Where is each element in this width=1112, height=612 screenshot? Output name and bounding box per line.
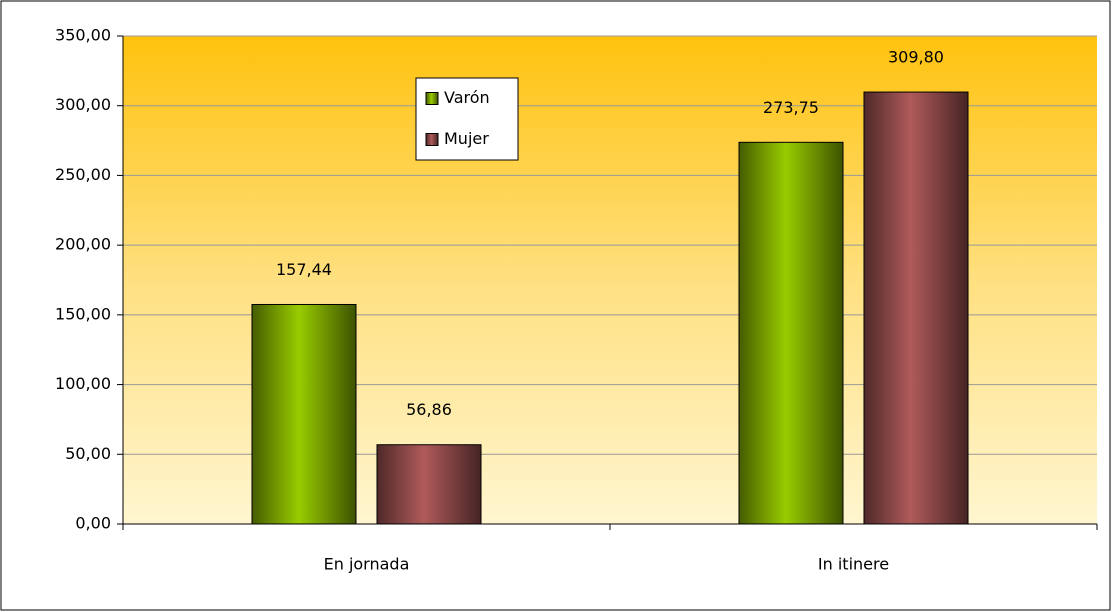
bar xyxy=(863,91,969,525)
value-label: 309,80 xyxy=(888,48,944,67)
value-label: 273,75 xyxy=(763,98,819,117)
legend-swatch xyxy=(425,133,439,146)
y-tick-label: 300,00 xyxy=(55,95,111,114)
legend-swatch xyxy=(425,92,439,105)
value-label: 157,44 xyxy=(276,260,332,279)
y-tick-label: 150,00 xyxy=(55,304,111,323)
bar xyxy=(251,303,357,525)
legend-label: Mujer xyxy=(444,129,489,148)
x-tick-label: In itinere xyxy=(818,555,889,574)
bar xyxy=(376,444,482,525)
y-tick-label: 250,00 xyxy=(55,165,111,184)
y-tick-label: 0,00 xyxy=(75,514,111,533)
x-tick-label: En jornada xyxy=(324,555,410,574)
y-tick-label: 200,00 xyxy=(55,235,111,254)
y-tick-label: 100,00 xyxy=(55,374,111,393)
legend-box xyxy=(415,77,519,161)
legend-label: Varón xyxy=(444,88,490,107)
y-tick-label: 350,00 xyxy=(55,26,111,45)
value-label: 56,86 xyxy=(406,400,452,419)
bar xyxy=(738,141,844,525)
y-tick-label: 50,00 xyxy=(65,444,111,463)
